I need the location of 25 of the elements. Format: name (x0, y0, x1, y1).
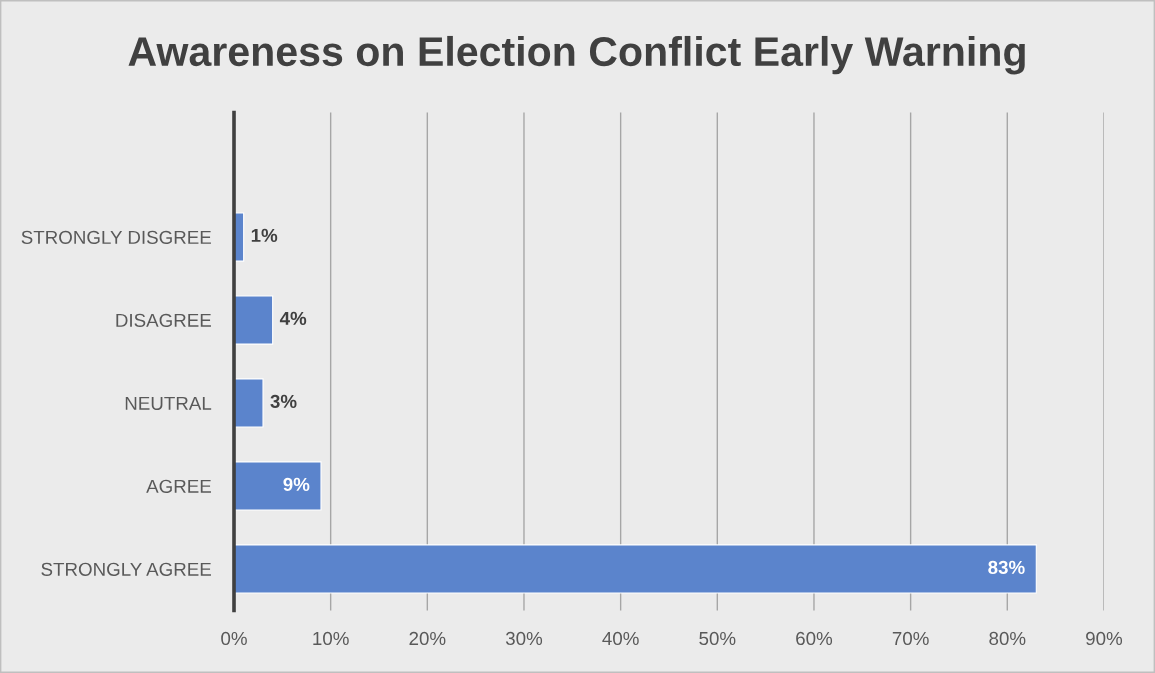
x-tick-label: 50% (699, 631, 736, 646)
x-tick-label: 10% (313, 631, 349, 646)
x-tick-label: 40% (602, 631, 639, 646)
bar (234, 378, 264, 428)
data-label: 1% (251, 228, 278, 243)
bar (234, 461, 322, 511)
x-tick-label: 70% (892, 631, 929, 646)
y-tick-label: DISAGREE (116, 313, 211, 327)
data-label: 83% (988, 560, 1025, 575)
x-tick-label: 90% (1086, 631, 1123, 646)
x-tick-label: 30% (505, 631, 543, 646)
x-tick-label: 0% (221, 631, 247, 646)
y-tick-label: AGREE (146, 479, 211, 493)
data-label: 9% (283, 477, 310, 492)
chart-title: Awareness on Election Conflict Early Warning (128, 35, 1025, 75)
y-tick-label: NEUTRAL (125, 396, 212, 410)
x-tick-label: 80% (989, 631, 1026, 646)
data-label: 4% (279, 311, 307, 325)
data-label: 3% (270, 394, 297, 409)
bar (234, 544, 1037, 594)
y-tick-label: STRONGLY AGREE (41, 562, 211, 576)
x-tick-label: 60% (796, 631, 833, 646)
y-tick-label: STRONGLY DISGREE (21, 230, 211, 244)
x-tick-label: 20% (409, 631, 446, 646)
bar (234, 295, 274, 345)
